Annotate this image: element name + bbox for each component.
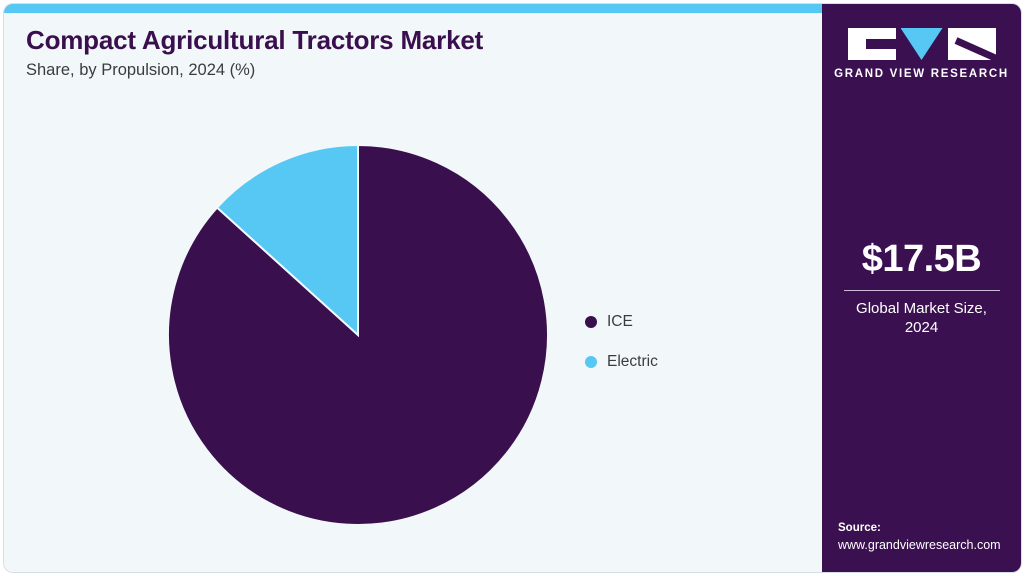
gvr-logo-r-icon <box>947 28 996 60</box>
side-panel: GRAND VIEW RESEARCH $17.5B Global Market… <box>822 4 1021 572</box>
top-accent-bar <box>4 4 822 13</box>
pie-slice-electric[interactable] <box>215 143 359 338</box>
legend-dot-electric <box>585 356 597 368</box>
market-size-label: Global Market Size, 2024 <box>856 299 987 336</box>
legend-dot-ice <box>585 316 597 328</box>
market-size-stat: $17.5B Global Market Size, 2024 <box>822 238 1021 337</box>
page-title: Compact Agricultural Tractors Market <box>26 25 484 55</box>
legend-item-electric[interactable]: Electric <box>585 342 658 382</box>
legend-label-electric: Electric <box>607 353 658 370</box>
chart-legend: ICE Electric <box>585 302 658 382</box>
gvr-logo-marks <box>822 28 1021 60</box>
gvr-logo-wordmark: GRAND VIEW RESEARCH <box>834 68 1009 80</box>
gvr-logo: GRAND VIEW RESEARCH <box>822 28 1021 80</box>
header: Compact Agricultural Tractors Market Sha… <box>26 25 786 81</box>
source-url[interactable]: www.grandviewresearch.com <box>838 537 1001 552</box>
chart-area: ICE Electric <box>4 104 822 572</box>
legend-item-ice[interactable]: ICE <box>585 302 658 342</box>
source-block: Source: www.grandviewresearch.com <box>838 520 1018 554</box>
pie-chart <box>167 143 549 526</box>
market-size-value: $17.5B <box>861 238 982 280</box>
page-subtitle: Share, by Propulsion, 2024 (%) <box>26 60 256 79</box>
legend-label-ice: ICE <box>607 313 633 330</box>
infographic-card: Compact Agricultural Tractors Market Sha… <box>4 4 1021 572</box>
source-title: Source: <box>838 521 881 534</box>
gvr-logo-v-triangle-icon <box>900 28 943 60</box>
gvr-logo-g-icon <box>847 28 896 60</box>
stat-divider <box>843 289 1000 291</box>
